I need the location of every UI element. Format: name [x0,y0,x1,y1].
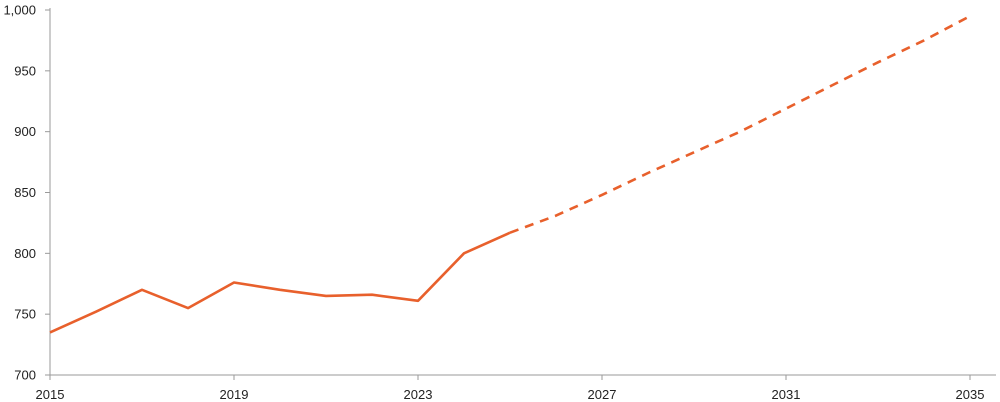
x-tick-label: 2031 [772,387,801,402]
y-tick-label: 1,000 [3,3,36,18]
y-tick-label: 700 [14,368,36,383]
y-tick-label: 750 [14,307,36,322]
x-tick-label: 2035 [956,387,985,402]
series-group [49,14,971,334]
actual-series-line [49,231,511,334]
y-tick-label: 950 [14,63,36,78]
x-axis-ticks: 2015 2019 2023 2027 2031 2035 [36,375,985,402]
y-tick-label: 900 [14,124,36,139]
y-tick-label: 800 [14,246,36,261]
x-tick-label: 2023 [404,387,433,402]
y-tick-label: 850 [14,185,36,200]
y-axis-ticks: 700 750 800 850 900 950 1,000 [3,3,50,383]
axes [49,8,996,376]
x-tick-label: 2019 [220,387,249,402]
x-tick-label: 2015 [36,387,65,402]
x-tick-label: 2027 [588,387,617,402]
projected-series-line [509,14,971,234]
